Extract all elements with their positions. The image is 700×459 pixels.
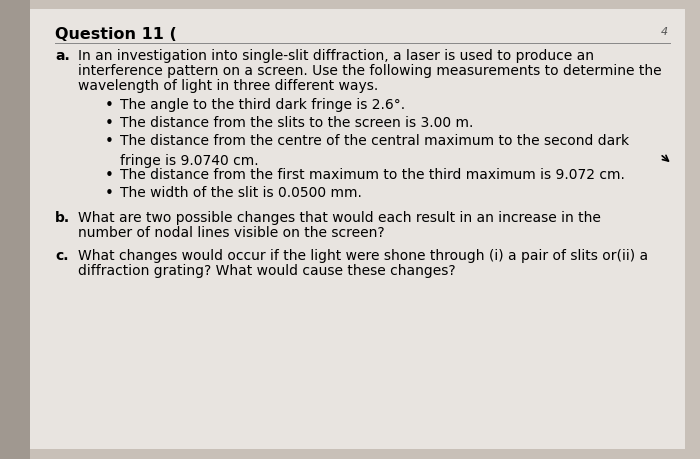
Text: What changes would occur if the light were shone through (i) a pair of slits or(: What changes would occur if the light we… (78, 249, 648, 263)
Text: •: • (105, 116, 114, 131)
Text: Question 11 (: Question 11 ( (55, 27, 176, 42)
Text: In an investigation into single-slit diffraction, a laser is used to produce an: In an investigation into single-slit dif… (78, 49, 594, 63)
Text: •: • (105, 98, 114, 113)
Text: •: • (105, 134, 114, 149)
Text: diffraction grating? What would cause these changes?: diffraction grating? What would cause th… (78, 264, 456, 278)
Text: a.: a. (55, 49, 70, 63)
Text: wavelength of light in three different ways.: wavelength of light in three different w… (78, 79, 378, 93)
Bar (0, 0, 30, 459)
Text: c.: c. (55, 249, 69, 263)
Text: b.: b. (55, 211, 70, 225)
Text: The distance from the slits to the screen is 3.00 m.: The distance from the slits to the scree… (120, 116, 473, 130)
Text: •: • (105, 168, 114, 183)
Text: The distance from the first maximum to the third maximum is 9.072 cm.: The distance from the first maximum to t… (120, 168, 625, 182)
Text: interference pattern on a screen. Use the following measurements to determine th: interference pattern on a screen. Use th… (78, 64, 662, 78)
Text: number of nodal lines visible on the screen?: number of nodal lines visible on the scr… (78, 226, 384, 240)
Text: The distance from the centre of the central maximum to the second dark
fringe is: The distance from the centre of the cent… (120, 134, 629, 168)
Text: What are two possible changes that would each result in an increase in the: What are two possible changes that would… (78, 211, 601, 225)
Text: 4: 4 (661, 27, 668, 37)
Text: •: • (105, 186, 114, 201)
Text: The width of the slit is 0.0500 mm.: The width of the slit is 0.0500 mm. (120, 186, 362, 200)
Text: The angle to the third dark fringe is 2.6°.: The angle to the third dark fringe is 2.… (120, 98, 405, 112)
